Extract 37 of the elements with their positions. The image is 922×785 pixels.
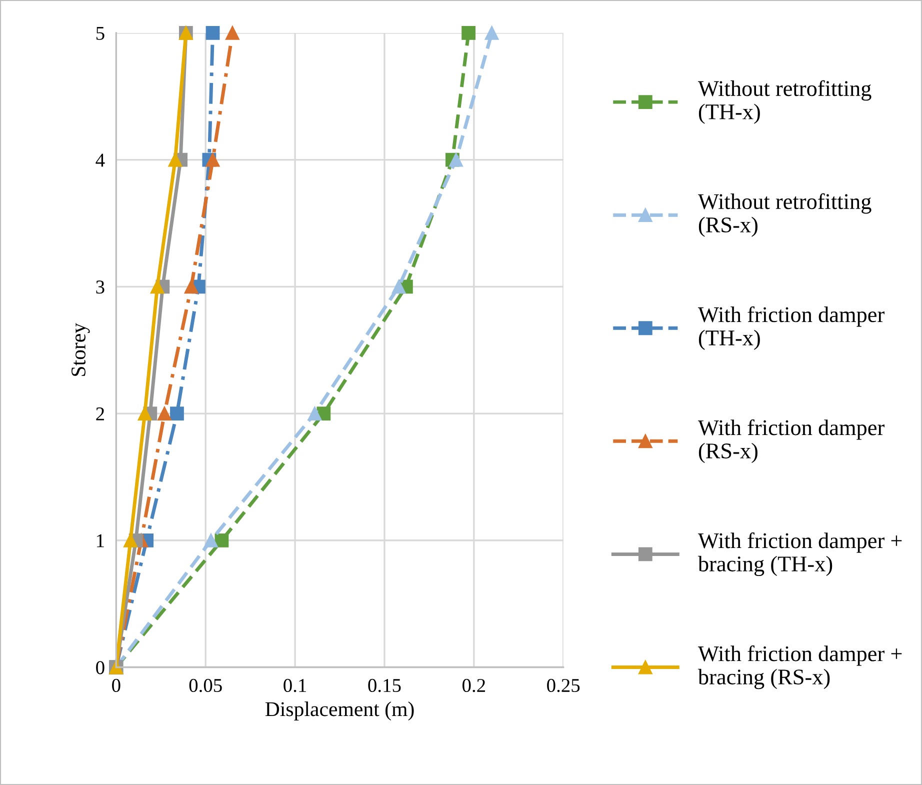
- point: [124, 533, 138, 548]
- point: [158, 406, 172, 420]
- point: [214, 533, 229, 548]
- y-tick-label: 2: [96, 407, 104, 420]
- legend-label: Without retrofitting (TH-x): [698, 80, 872, 124]
- x-tick-label: 0.2: [462, 678, 485, 692]
- point: [206, 26, 220, 40]
- point: [206, 152, 220, 167]
- legend-label: With friction damper (RS-x): [698, 419, 884, 463]
- point: [138, 406, 152, 420]
- legend-label: With friction damper + bracing (TH-x): [698, 532, 902, 576]
- y-tick-label: 0: [96, 661, 104, 674]
- point: [392, 280, 406, 294]
- x-axis-title: Displacement (m): [265, 702, 414, 720]
- legend-label: With friction damper + bracing (RS-x): [698, 645, 902, 690]
- point: [184, 280, 198, 294]
- y-axis-title: Storey: [71, 322, 90, 376]
- legend-label: With friction damper (TH-x): [698, 306, 884, 350]
- x-tick-label: 0.15: [368, 678, 401, 692]
- point: [484, 26, 499, 40]
- point: [168, 152, 182, 167]
- point: [204, 533, 218, 548]
- y-tick-label: 1: [97, 534, 104, 548]
- x-tick-label: 0.1: [284, 678, 306, 692]
- legend-label: Without retrofitting (RS-x): [698, 193, 872, 237]
- point: [462, 26, 476, 40]
- x-tick-label: 0.25: [547, 678, 580, 692]
- point: [150, 280, 164, 294]
- point: [225, 26, 240, 40]
- y-tick-label: 3: [96, 280, 104, 294]
- point: [449, 152, 463, 167]
- point: [308, 406, 322, 420]
- x-tick-label: 0.05: [189, 678, 222, 692]
- y-tick-label: 4: [96, 154, 105, 167]
- y-tick-label: 5: [96, 26, 104, 40]
- point: [170, 406, 184, 420]
- x-tick-label: 0: [112, 678, 120, 692]
